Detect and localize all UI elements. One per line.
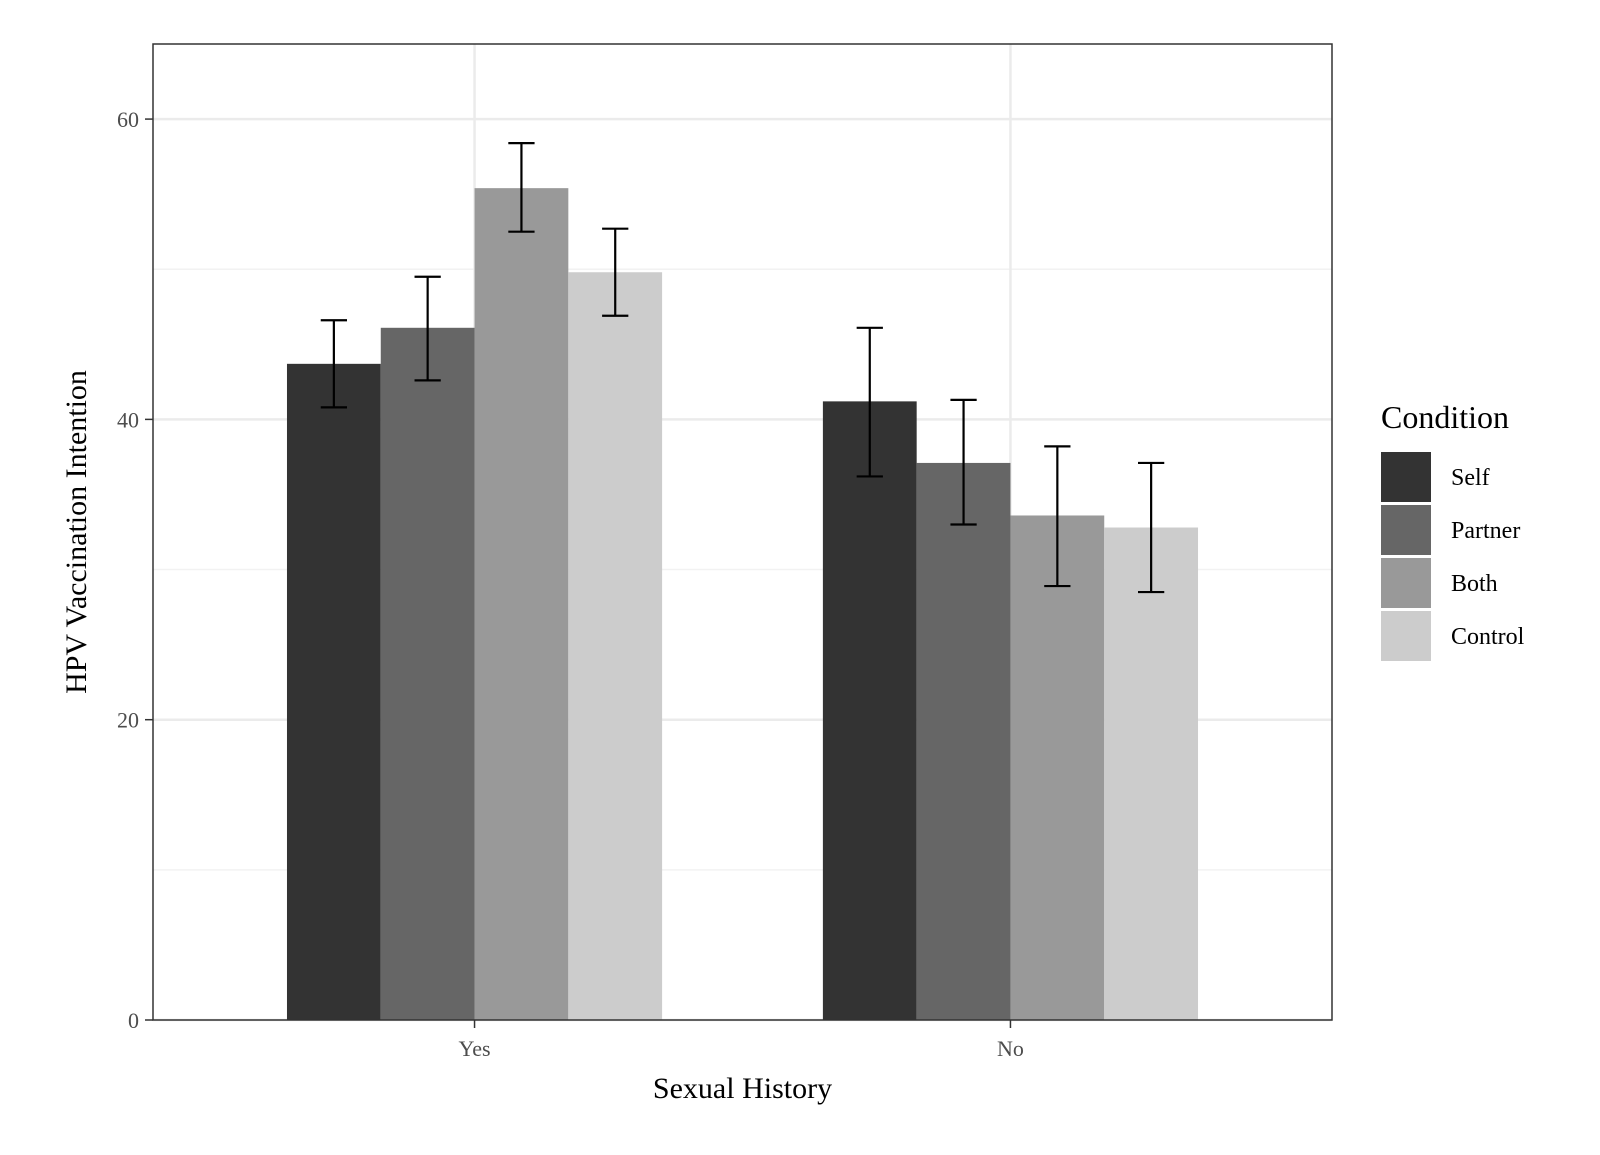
error-bar	[1138, 461, 1165, 594]
legend-label: Self	[1451, 465, 1490, 491]
bar	[916, 462, 1011, 1021]
axes: 0 20 40 60 Yes No	[117, 107, 1024, 1061]
legend-label: Control	[1451, 624, 1525, 650]
bar	[822, 401, 917, 1020]
error-bar	[856, 326, 883, 478]
bar	[568, 272, 663, 1020]
y-tick-label: 60	[117, 107, 139, 132]
error-bar	[602, 227, 629, 317]
bar	[1104, 527, 1199, 1020]
error-bar	[414, 275, 441, 382]
legend-item: Control	[1381, 611, 1525, 661]
error-bar	[508, 142, 535, 233]
legend-title: Condition	[1381, 399, 1509, 435]
legend-key	[1381, 611, 1431, 661]
bar	[286, 363, 381, 1020]
plot-panel-border	[152, 43, 1333, 1021]
bar	[1010, 515, 1105, 1020]
legend-items: Self Partner Both Control	[1381, 452, 1525, 661]
y-axis-title: HPV Vaccination Intention	[60, 370, 93, 694]
error-bar	[1044, 445, 1071, 588]
error-bar	[320, 319, 347, 409]
x-tick-label: Yes	[459, 1036, 491, 1061]
bars	[286, 188, 1199, 1021]
legend-label: Both	[1451, 571, 1498, 597]
legend-item: Partner	[1381, 505, 1520, 555]
x-axis-title: Sexual History	[653, 1072, 832, 1105]
y-tick-label: 40	[117, 407, 139, 432]
legend-item: Both	[1381, 558, 1498, 608]
legend-key	[1381, 505, 1431, 555]
legend-key	[1381, 558, 1431, 608]
legend-label: Partner	[1451, 518, 1520, 544]
legend: Condition Self Partner Both Control	[1381, 399, 1525, 661]
bar	[380, 327, 475, 1020]
x-tick-label: No	[997, 1036, 1024, 1061]
y-tick-label: 20	[117, 708, 139, 733]
error-bar	[950, 398, 977, 526]
error-bars	[320, 142, 1165, 594]
legend-key	[1381, 452, 1431, 502]
legend-item: Self	[1381, 452, 1490, 502]
y-tick-label: 0	[128, 1008, 139, 1033]
bar	[474, 188, 569, 1020]
